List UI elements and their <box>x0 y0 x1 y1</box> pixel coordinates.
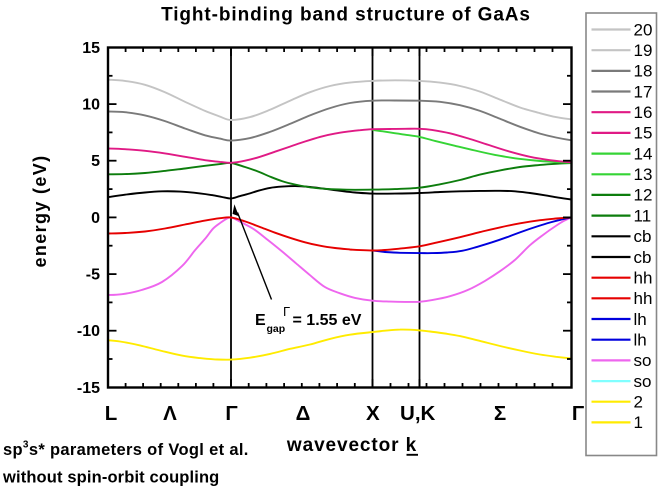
svg-text:L: L <box>105 402 118 425</box>
svg-text:X: X <box>366 402 380 425</box>
svg-text:2: 2 <box>634 393 643 412</box>
svg-text:16: 16 <box>634 103 653 122</box>
svg-text:14: 14 <box>634 144 653 163</box>
svg-text:Σ: Σ <box>494 402 506 425</box>
svg-text:E: E <box>255 312 266 329</box>
svg-text:-5: -5 <box>86 267 100 284</box>
svg-text:energy (eV): energy (eV) <box>30 155 50 268</box>
svg-text:10: 10 <box>82 97 100 114</box>
svg-text:gap: gap <box>267 323 286 335</box>
svg-text:1: 1 <box>634 413 643 432</box>
svg-text:so: so <box>634 372 652 391</box>
svg-text:Δ: Δ <box>296 402 311 425</box>
svg-text:0: 0 <box>91 210 100 227</box>
svg-text:-15: -15 <box>77 380 100 397</box>
svg-text:13: 13 <box>634 165 653 184</box>
svg-text:5: 5 <box>91 153 100 170</box>
svg-text:Tight-binding band structure o: Tight-binding band structure of GaAs <box>161 4 531 25</box>
svg-text:lh: lh <box>634 331 647 350</box>
svg-text:Γ: Γ <box>572 402 584 425</box>
svg-text:Λ: Λ <box>163 402 177 425</box>
svg-text:20: 20 <box>634 20 653 39</box>
svg-text:15: 15 <box>634 124 653 143</box>
svg-text:Γ: Γ <box>225 402 237 425</box>
svg-text:wavevector k: wavevector k <box>286 435 417 456</box>
svg-text:12: 12 <box>634 186 653 205</box>
svg-text:lh: lh <box>634 310 647 329</box>
svg-text:so: so <box>634 351 652 370</box>
svg-text:sp3s* parameters of Vogl et al: sp3s* parameters of Vogl et al. <box>3 440 249 460</box>
svg-text:-10: -10 <box>77 323 100 340</box>
svg-text:U,K: U,K <box>400 402 436 425</box>
svg-text:= 1.55 eV: = 1.55 eV <box>293 312 362 329</box>
svg-text:17: 17 <box>634 82 653 101</box>
svg-text:hh: hh <box>634 289 653 308</box>
svg-text:cb: cb <box>634 227 652 246</box>
svg-text:without spin-orbit coupling: without spin-orbit coupling <box>2 469 219 487</box>
svg-text:11: 11 <box>634 206 652 225</box>
svg-text:cb: cb <box>634 248 652 267</box>
svg-text:Γ: Γ <box>283 304 290 319</box>
svg-text:15: 15 <box>82 40 100 57</box>
svg-text:19: 19 <box>634 41 653 60</box>
svg-text:18: 18 <box>634 62 653 81</box>
svg-text:hh: hh <box>634 269 653 288</box>
